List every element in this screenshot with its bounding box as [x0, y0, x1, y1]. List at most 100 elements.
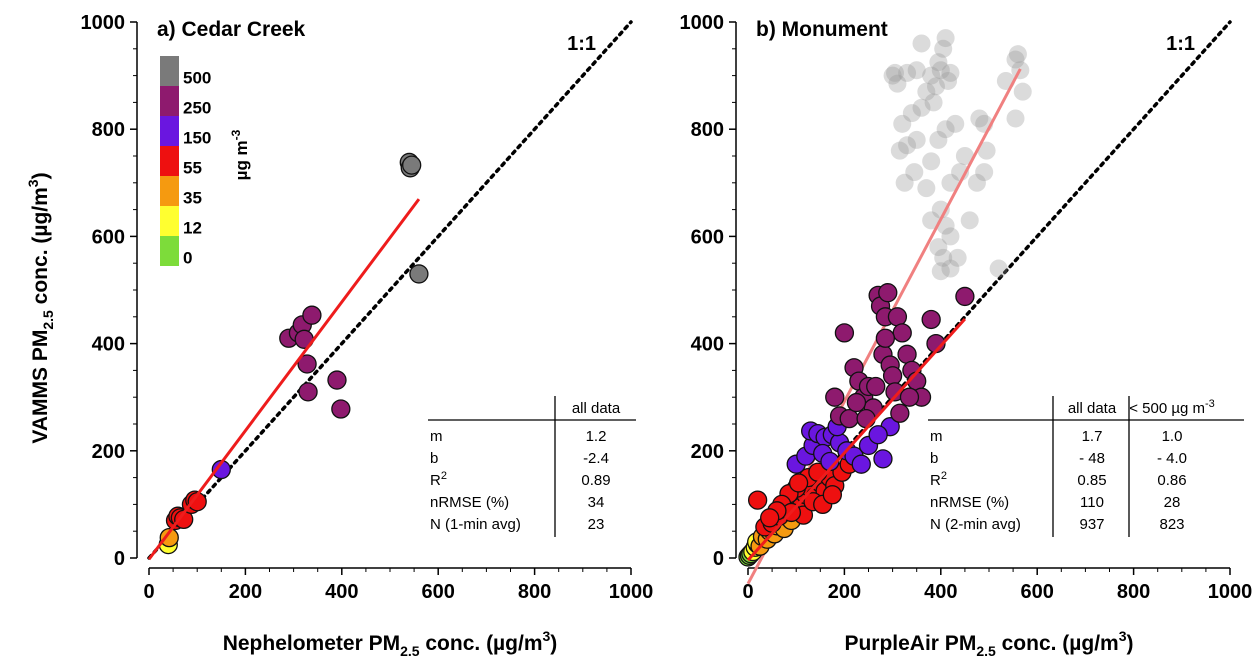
x-tick-label: 600	[1021, 581, 1054, 603]
data-point	[892, 323, 912, 343]
data-point-grey	[941, 227, 960, 246]
y-axis-label-sub: 2.5	[40, 310, 56, 330]
table-row-label: m	[930, 428, 943, 445]
data-point-grey	[929, 53, 948, 72]
colorbar-segment	[160, 146, 179, 176]
data-point-grey	[977, 141, 996, 160]
table-cell: 0.86	[1157, 472, 1186, 489]
data-point-grey	[931, 61, 950, 80]
data-point-grey	[960, 211, 979, 230]
table-row-label-text: m	[930, 428, 943, 445]
colorbar-unit-sup: -3	[229, 129, 243, 140]
x-tick-label: 600	[422, 581, 455, 603]
data-point	[834, 323, 855, 343]
data-point-grey	[936, 120, 955, 139]
x-tick-label: 1000	[1208, 581, 1253, 603]
table-row-label: b	[930, 450, 938, 467]
x-axis-label-text: )	[550, 632, 557, 655]
table-header-text: all data	[1068, 400, 1117, 417]
data-point-grey	[922, 66, 941, 85]
fit-line-below-500	[746, 317, 967, 562]
data-point-grey	[929, 238, 948, 257]
y-tick-label: 1000	[680, 12, 725, 34]
data-point-grey	[934, 248, 953, 267]
data-point-grey	[902, 104, 921, 123]
table-row-label: m	[430, 428, 443, 445]
data-point	[760, 508, 780, 528]
colorbar-label: 0	[183, 249, 192, 268]
y-axis-label-text: )	[29, 172, 52, 179]
data-point-grey	[946, 114, 965, 133]
data-point-grey	[898, 63, 917, 82]
data-point-grey	[975, 163, 994, 182]
data-point	[402, 155, 422, 175]
data-point	[887, 307, 908, 327]
x-axis-label-text: PurpleAir PM	[844, 632, 976, 655]
table-row-label-text: N (1-min avg)	[430, 516, 521, 533]
data-point	[866, 376, 886, 397]
data-point-grey	[929, 130, 948, 149]
y-tick-label: 600	[92, 226, 125, 248]
x-axis-label-text: Nephelometer PM	[223, 632, 400, 655]
x-axis-label-sup: 3	[543, 628, 551, 644]
y-tick-label: 0	[114, 548, 125, 570]
x-axis-label-text: )	[1127, 632, 1134, 655]
table-row-label-text: m	[430, 428, 443, 445]
data-point-grey	[934, 39, 953, 58]
table-row-label-text: R	[430, 472, 441, 489]
data-point-grey	[905, 163, 924, 182]
table-header: all data	[1068, 400, 1117, 417]
table-row-label-text: b	[430, 450, 438, 467]
y-tick-label: 400	[92, 334, 125, 356]
table-row-label: R2	[430, 470, 447, 489]
data-point-grey	[941, 173, 960, 192]
colorbar-segment	[160, 86, 179, 116]
data-point-grey	[912, 34, 931, 53]
table-cell: 1.7	[1082, 428, 1103, 445]
x-tick-label: 200	[229, 581, 262, 603]
table-cell: 1.0	[1162, 428, 1183, 445]
data-point-grey	[926, 77, 945, 96]
data-point-grey	[924, 93, 943, 112]
table-cell: 823	[1159, 516, 1184, 533]
one-to-one-label: 1:1	[1166, 33, 1195, 55]
table-cell: 34	[588, 494, 605, 511]
y-tick-label: 200	[691, 441, 724, 463]
table-row-label: nRMSE (%)	[430, 494, 509, 511]
data-point-grey	[931, 200, 950, 219]
data-point-grey	[931, 262, 950, 281]
table-row-label-text: R	[930, 472, 941, 489]
data-point	[825, 387, 845, 407]
data-point-grey	[936, 29, 955, 48]
data-point-grey	[955, 147, 974, 165]
data-point	[846, 392, 867, 413]
y-tick-label: 200	[92, 441, 125, 463]
y-axis-label: VAMMS PM2.5 conc. (µg/m3)	[25, 172, 56, 443]
colorbar-unit-label: µg m-3	[229, 129, 251, 180]
data-point	[174, 509, 194, 530]
table-header-text: all data	[572, 400, 621, 417]
table-row-label: N (2-min avg)	[930, 516, 1021, 533]
table-row-label-text: b	[930, 450, 938, 467]
data-point-grey	[948, 248, 967, 267]
x-tick-label: 0	[143, 581, 154, 603]
y-tick-label: 800	[92, 119, 125, 141]
data-point-grey	[895, 173, 914, 192]
table-row-label-sup: 2	[441, 470, 447, 482]
table-row-label: R2	[930, 470, 947, 489]
table-cell: 110	[1080, 494, 1104, 511]
data-point	[331, 399, 351, 419]
data-point-grey	[967, 173, 986, 192]
data-point-grey	[970, 109, 989, 128]
colorbar-segment	[160, 206, 179, 236]
table-header-text: < 500 µg m	[1129, 400, 1205, 417]
data-point-grey	[917, 82, 936, 101]
table-row-label-text: N (2-min avg)	[930, 516, 1021, 533]
panel-title: b) Monument	[756, 18, 888, 41]
one-to-one-label: 1:1	[567, 33, 596, 55]
x-axis-label: PurpleAir PM2.5 conc. (µg/m3)	[844, 628, 1133, 658]
x-tick-label: 400	[325, 581, 358, 603]
data-point-grey	[922, 152, 941, 171]
table-cell: 23	[588, 516, 605, 533]
